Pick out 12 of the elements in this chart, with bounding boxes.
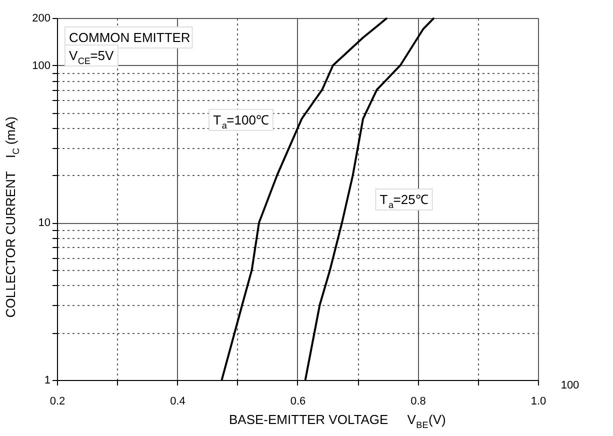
x-tick-label: 1.0 [530,396,546,408]
x-tick-label: 0.6 [290,396,306,408]
x-tick-label: 0.8 [410,396,426,408]
y-tick-label: 10 [38,217,50,230]
y-axis-title: COLLECTOR CURRENT IC (mA) [3,116,21,318]
y-tick-label: 100 [32,60,50,72]
x-tick-label: 0.2 [50,396,66,408]
x-tick-label: 0.4 [170,396,186,408]
text: COMMON EMITTER [69,30,190,45]
y-tick-label: 1 [44,374,50,386]
text: 100 [560,380,580,392]
y-tick-label: 200 [32,12,50,24]
